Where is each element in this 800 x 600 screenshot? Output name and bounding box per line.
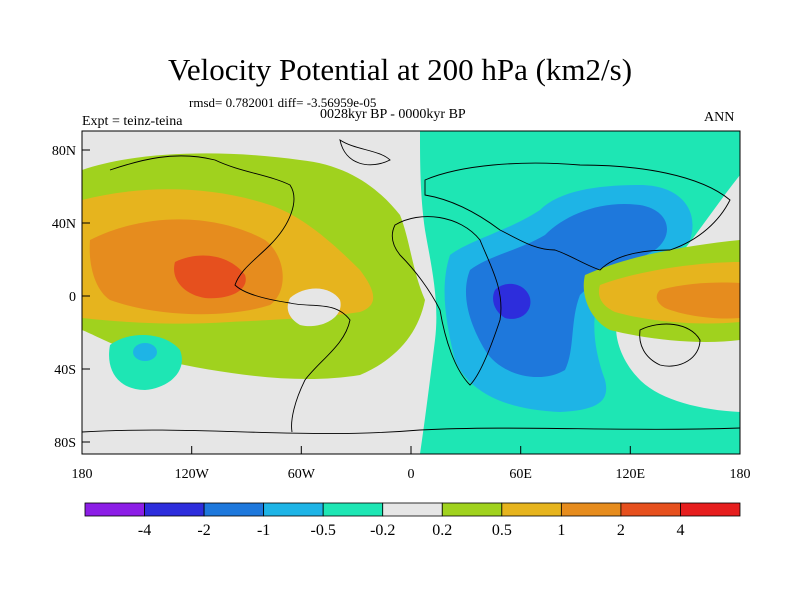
lon-label: 60W (288, 467, 316, 482)
colorbar-label: -4 (138, 522, 151, 539)
contour-negative-pacific-core (133, 343, 157, 361)
tick-marks (82, 149, 631, 454)
colorbar-swatch (620, 502, 681, 517)
lat-label: 80N (52, 144, 76, 159)
lon-label: 60E (509, 467, 532, 482)
lat-label: 0 (69, 290, 76, 305)
colorbar-label: -0.2 (370, 522, 395, 539)
contour-negative-2 (493, 283, 531, 319)
coastlines (82, 139, 740, 435)
colorbar-label: -1 (257, 522, 270, 539)
colorbar-swatch (203, 502, 265, 517)
colorbar-label: -2 (197, 522, 210, 539)
lat-label: 80S (54, 436, 76, 451)
colorbar-label: 0.2 (432, 522, 452, 539)
colorbar-swatch (441, 502, 503, 517)
colorbar-label: 0.5 (492, 522, 512, 539)
colorbar-label: -0.5 (311, 522, 336, 539)
lon-label: 120W (175, 467, 210, 482)
lon-label: 120E (616, 467, 646, 482)
colorbar-swatch (560, 502, 622, 517)
experiment-label: Expt = teinz-teina (82, 114, 183, 129)
lon-label: 180 (730, 467, 751, 482)
colorbar-swatch (84, 502, 145, 517)
contour-negative-1 (465, 204, 667, 378)
contour-negative-pacific (109, 334, 182, 390)
velocity-potential-field (82, 131, 740, 454)
colorbar-swatch (263, 502, 324, 517)
plot-title: Velocity Potential at 200 hPa (km2/s) (167, 52, 633, 87)
colorbar-swatch (144, 502, 205, 517)
colorbar-swatch (501, 502, 562, 517)
period-label: 0028kyr BP - 0000kyr BP (320, 107, 466, 122)
colorbar-label: 2 (617, 522, 625, 539)
contour-positive-maritime-1 (656, 282, 740, 319)
rmsd-diff-stats: rmsd= 0.782001 diff= -3.56959e-05 (189, 95, 377, 110)
colorbar-label: 1 (557, 522, 565, 539)
lon-label: 180 (72, 467, 93, 482)
latitude-labels: 80N 40N 0 40S 80S (52, 144, 76, 451)
contour-neutral-southamerica (287, 288, 341, 327)
season-label: ANN (704, 110, 735, 125)
lat-label: 40S (54, 363, 76, 378)
colorbar: -4 -2 -1 -0.5 -0.2 0.2 0.5 1 2 4 (84, 502, 741, 539)
lon-label: 0 (408, 467, 415, 482)
longitude-labels: 180 120W 60W 0 60E 120E 180 (72, 467, 751, 482)
colorbar-swatch (322, 502, 384, 517)
colorbar-swatch (382, 502, 443, 517)
contour-positive-2 (174, 255, 246, 299)
colorbar-swatch (680, 502, 741, 517)
colorbar-label: 4 (676, 522, 684, 539)
lat-label: 40N (52, 217, 76, 232)
